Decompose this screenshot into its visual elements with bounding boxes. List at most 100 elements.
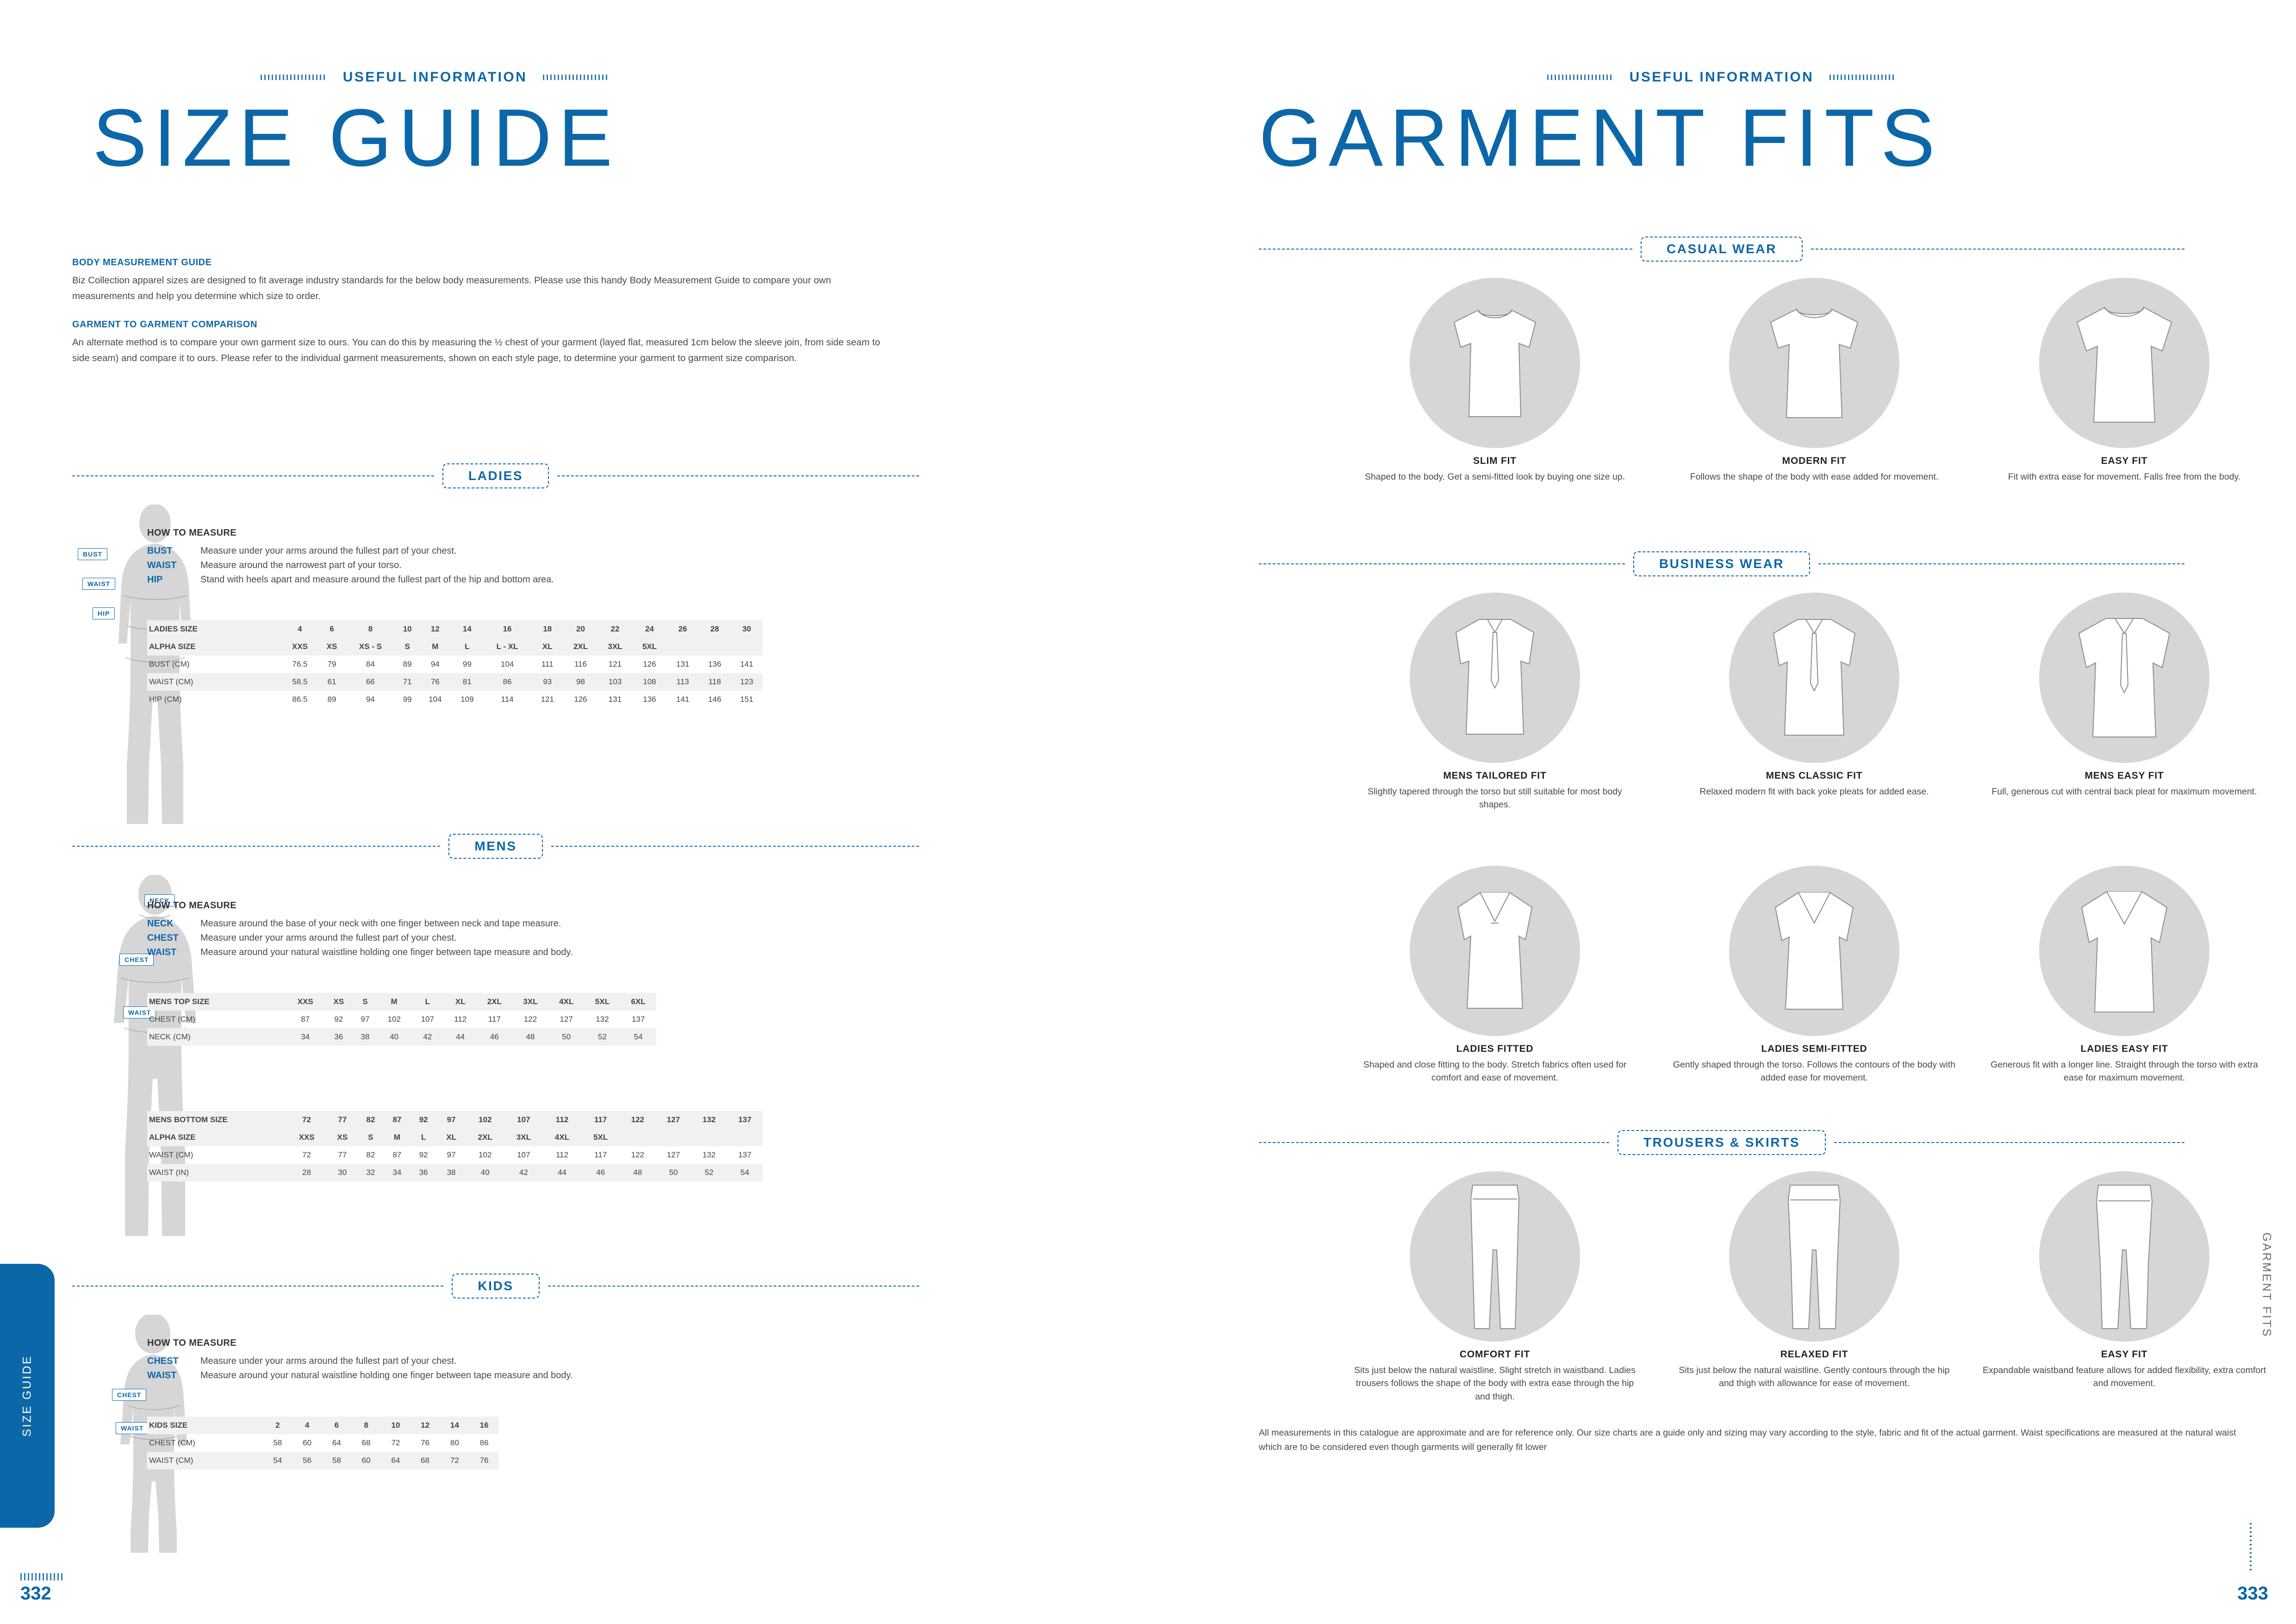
cell: XL xyxy=(436,1129,466,1146)
cell: 141 xyxy=(740,660,753,668)
section-kids: KIDS xyxy=(72,1273,920,1299)
cell: 60 xyxy=(351,1452,381,1469)
cell: 52 xyxy=(584,1028,621,1046)
cell: 117 xyxy=(581,1111,620,1129)
fit-name: RELAXED FIT xyxy=(1780,1349,1848,1360)
cell: 68 xyxy=(410,1452,440,1469)
left-page: USEFUL INFORMATION SIZE GUIDE BODY MEASU… xyxy=(0,69,920,1604)
section-business-wear: BUSINESS WEAR xyxy=(1259,551,2184,577)
cell: 64 xyxy=(332,1438,341,1447)
cell: 108 xyxy=(632,673,667,691)
cell: 71 xyxy=(395,673,419,691)
fit-name: SLIM FIT xyxy=(1473,456,1517,466)
cell: L xyxy=(411,993,444,1011)
cell xyxy=(691,1129,727,1146)
section-casual-wear: CASUAL WEAR xyxy=(1259,236,2184,262)
cell: 109 xyxy=(460,695,474,704)
ladies-semi-illustration xyxy=(1729,866,1899,1036)
cell: 10 xyxy=(395,620,419,638)
trouser-relaxed-icon xyxy=(1787,1185,1841,1329)
cell: 114 xyxy=(501,695,514,704)
cell: 8 xyxy=(345,620,396,638)
kids-htm-title: HOW TO MEASURE xyxy=(147,1338,237,1348)
cell: 4 xyxy=(281,620,318,638)
cell: 137 xyxy=(631,1015,645,1024)
mens-htm-row: NECK Measure around the base of your nec… xyxy=(147,918,915,929)
cell: 52 xyxy=(691,1164,727,1181)
cell: 48 xyxy=(620,1164,656,1181)
cell: 2 xyxy=(263,1417,292,1434)
table-row: BUST (CM) 76.5 79 84 89 94 99 104 111 11… xyxy=(147,656,763,673)
table-row: CHEST (CM) 58 60 64 68 72 76 80 86 xyxy=(147,1434,499,1452)
cell: 3XL xyxy=(512,993,548,1011)
fit-name: EASY FIT xyxy=(2101,1349,2148,1360)
cell: 131 xyxy=(676,660,690,668)
mens-easy-illustration xyxy=(2039,593,2209,763)
cell: 93 xyxy=(531,673,564,691)
fit-name: MENS TAILORED FIT xyxy=(1443,770,1547,781)
row-label: HIP (CM) xyxy=(149,695,182,704)
right-footer-dots xyxy=(2250,1523,2252,1573)
cell: 132 xyxy=(702,1150,716,1159)
cell: 76 xyxy=(419,673,451,691)
cell: 18 xyxy=(531,620,564,638)
row-label: LADIES SIZE xyxy=(147,620,281,638)
mens-how-to-measure: HOW TO MEASURE NECK Measure around the b… xyxy=(147,900,915,958)
section-ladies-label: LADIES xyxy=(442,463,549,488)
fit-card-modern: MODERN FIT Follows the shape of the body… xyxy=(1652,278,1976,483)
fit-card-mens-easy: MENS EASY FIT Full, generous cut with ce… xyxy=(1962,593,2286,798)
ladies-htm-key: WAIST xyxy=(147,560,177,570)
ladies-htm-row: WAIST Measure around the narrowest part … xyxy=(147,560,915,571)
dash-left xyxy=(1259,1142,1609,1143)
cell: 87 xyxy=(301,1015,310,1024)
shirt-easy-icon xyxy=(2078,618,2171,737)
ladies-easy-illustration xyxy=(2039,866,2209,1036)
cell: 112 xyxy=(542,1111,582,1129)
row-label: ALPHA SIZE xyxy=(147,1129,286,1146)
tee-easy-icon xyxy=(2076,306,2172,423)
cell: 104 xyxy=(429,695,442,704)
dash-left xyxy=(1259,563,1625,564)
right-page-title: GARMENT FITS xyxy=(1259,93,1942,183)
dash-right xyxy=(548,1286,920,1287)
cell: 72 xyxy=(440,1452,470,1469)
cell: 54 xyxy=(727,1164,763,1181)
cell: 8 xyxy=(351,1417,381,1434)
fit-card-ladies-semi: LADIES SEMI-FITTED Gently shaped through… xyxy=(1652,866,1976,1085)
cell: 6 xyxy=(322,1417,352,1434)
cell: 72 xyxy=(286,1111,328,1129)
cell: 34 xyxy=(286,1028,325,1046)
cell: 127 xyxy=(560,1015,573,1024)
cell: 86.5 xyxy=(292,695,308,704)
cell: 6XL xyxy=(620,993,656,1011)
blouse-fitted-icon xyxy=(1457,892,1533,1009)
fit-name: MENS CLASSIC FIT xyxy=(1766,770,1863,781)
cell xyxy=(730,638,763,656)
tag-hip: HIP xyxy=(93,607,115,619)
shirt-tailored-icon xyxy=(1455,619,1535,735)
fit-desc: Expandable waistband feature allows for … xyxy=(1982,1365,2266,1389)
modern-fit-illustration xyxy=(1729,278,1899,448)
mens-top-size-table: MENS TOP SIZE XXS XS S M L XL 2XL 3XL 4X… xyxy=(147,993,656,1046)
cell: 64 xyxy=(381,1452,411,1469)
cell: 72 xyxy=(302,1150,311,1159)
row-label: MENS BOTTOM SIZE xyxy=(147,1111,286,1129)
cell: 4 xyxy=(292,1417,322,1434)
cell: 127 xyxy=(655,1111,691,1129)
cell: 84 xyxy=(366,660,375,668)
cell: 42 xyxy=(504,1164,543,1181)
cell: XXS xyxy=(286,1129,328,1146)
cell: 107 xyxy=(421,1015,434,1024)
cell: 32 xyxy=(357,1164,384,1181)
cell xyxy=(727,1129,763,1146)
cell: M xyxy=(419,638,451,656)
fit-card-slim: SLIM FIT Shaped to the body. Get a semi-… xyxy=(1333,278,1657,483)
cell: 3XL xyxy=(597,638,633,656)
cell: 92 xyxy=(419,1150,428,1159)
ladies-htm-value: Stand with heels apart and measure aroun… xyxy=(200,575,554,585)
cell: 30 xyxy=(327,1164,358,1181)
row-label: MENS TOP SIZE xyxy=(147,993,286,1011)
mens-htm-row: WAIST Measure around your natural waistl… xyxy=(147,947,915,958)
cell: 136 xyxy=(708,660,722,668)
tag-chest: CHEST xyxy=(119,954,154,966)
